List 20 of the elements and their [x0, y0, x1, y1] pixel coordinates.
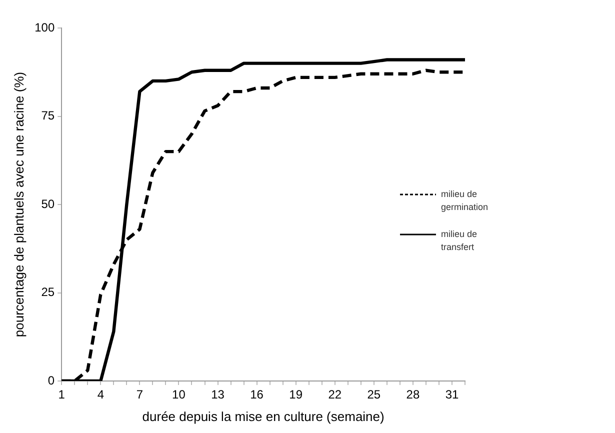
x-tick-label: 22 — [328, 388, 342, 402]
y-axis-title: pourcentage de plantuels avec une racine (%) — [11, 72, 26, 338]
x-tick-label: 19 — [289, 388, 303, 402]
y-tick-label: 0 — [48, 373, 55, 388]
y-tick-label: 75 — [41, 108, 55, 123]
x-tick-label: 13 — [211, 388, 225, 402]
x-tick-label: 16 — [250, 388, 264, 402]
x-tick-label: 28 — [406, 388, 420, 402]
legend-label: milieu de transfert — [441, 228, 478, 252]
y-tick-label: 50 — [41, 196, 55, 211]
x-tick-label: 4 — [97, 388, 104, 402]
x-tick-label: 1 — [58, 388, 66, 402]
x-axis-title: durée depuis la mise en culture (semaine) — [142, 408, 384, 424]
x-tick-label: 7 — [136, 388, 144, 402]
y-tick-label: 25 — [41, 285, 55, 300]
legend-label: milieu de germination — [441, 188, 488, 212]
x-tick-label: 10 — [172, 388, 186, 402]
x-tick-label: 31 — [445, 388, 459, 402]
y-tick-label: 100 — [34, 20, 55, 34]
x-tick-label: 25 — [367, 388, 381, 402]
